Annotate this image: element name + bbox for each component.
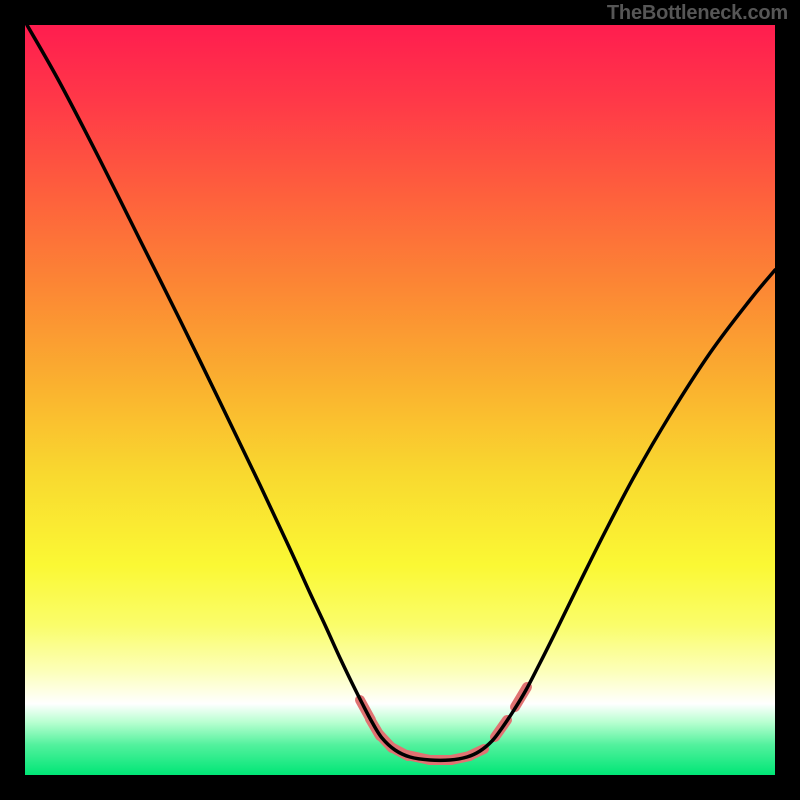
attribution-text: TheBottleneck.com — [607, 2, 788, 25]
plot-background — [25, 25, 775, 775]
chart-svg — [0, 0, 800, 800]
chart-container: TheBottleneck.com — [0, 0, 800, 800]
